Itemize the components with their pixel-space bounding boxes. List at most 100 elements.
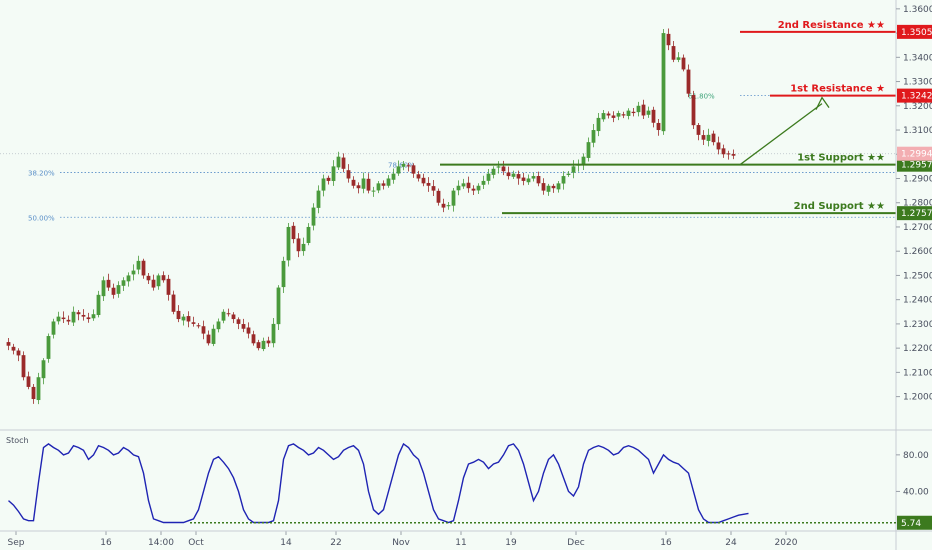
candle <box>521 172 526 186</box>
candle <box>596 112 601 137</box>
price-candles <box>6 28 736 405</box>
fib-level-label: 61.80% <box>688 93 715 101</box>
candle <box>611 111 616 123</box>
candle <box>301 237 306 256</box>
stoch-title: Stoch <box>6 436 29 445</box>
support-label: 2nd Support ★★ <box>794 201 885 212</box>
candle <box>261 337 266 352</box>
candle <box>26 371 31 390</box>
resistance-price-tag-bg <box>897 88 932 103</box>
price-tick-label: 1.2200 <box>903 344 932 354</box>
time-tick-label: Dec <box>567 538 584 548</box>
candle <box>326 175 331 185</box>
candle <box>46 333 51 363</box>
candle <box>516 170 521 185</box>
candle <box>661 28 666 135</box>
candle <box>426 177 431 192</box>
price-tick-label: 1.2000 <box>903 393 932 403</box>
candle <box>6 338 11 351</box>
candle <box>641 99 646 119</box>
candle <box>711 130 716 146</box>
candle <box>266 336 271 347</box>
candle <box>601 110 606 122</box>
resistance-label: 2nd Resistance ★★ <box>778 20 885 31</box>
candle <box>171 290 176 315</box>
candle <box>396 160 401 176</box>
candle <box>341 153 346 173</box>
candle <box>11 343 16 355</box>
stoch-value-tag-bg <box>897 515 932 530</box>
candle <box>631 108 636 117</box>
price-tick-label: 1.2900 <box>903 174 932 184</box>
candle <box>686 64 691 98</box>
time-tick-label: 16 <box>660 538 672 548</box>
candle <box>526 174 531 185</box>
candle <box>311 203 316 231</box>
candle <box>366 173 371 194</box>
price-tick-label: 1.3300 <box>903 78 932 88</box>
candle <box>491 166 496 179</box>
candle <box>206 330 211 346</box>
candle <box>361 172 366 194</box>
candle <box>316 185 321 214</box>
projection-arrow-head <box>815 96 830 110</box>
candle <box>51 318 56 339</box>
time-tick-label: 2020 <box>775 538 798 548</box>
candle <box>291 222 296 244</box>
time-tick-label: 24 <box>725 538 737 548</box>
candle <box>716 136 721 155</box>
candle <box>581 153 586 170</box>
candle <box>91 309 96 321</box>
candle <box>271 318 276 348</box>
stoch-line <box>8 442 749 524</box>
stoch-value-tag: 5.74 <box>901 519 921 529</box>
candle <box>646 106 651 118</box>
candle <box>211 324 216 347</box>
candle <box>406 162 411 172</box>
candle <box>221 309 226 324</box>
candle <box>161 271 166 283</box>
candle <box>511 170 516 179</box>
candle <box>251 330 256 346</box>
candle <box>556 181 561 193</box>
candle <box>681 54 686 72</box>
candle <box>606 111 611 119</box>
fib-level-label: 50.00% <box>28 214 55 222</box>
candle <box>276 285 281 330</box>
candle <box>336 151 341 171</box>
candle <box>166 274 171 301</box>
candle <box>676 52 681 63</box>
candle <box>141 258 146 279</box>
candle <box>121 277 126 291</box>
candle <box>671 40 676 63</box>
candle <box>96 290 101 318</box>
fib-level-label: 78.60% <box>388 162 415 170</box>
candle <box>726 150 731 160</box>
price-tick-label: 1.2700 <box>903 223 932 233</box>
candle <box>476 183 481 195</box>
candle <box>331 160 336 186</box>
candle <box>86 312 91 323</box>
candle <box>566 170 571 177</box>
candle <box>551 183 556 193</box>
time-tick-label: 22 <box>330 538 341 548</box>
fib-level-label: 38.20% <box>28 169 55 177</box>
support-price-tag: 1.2957 <box>901 161 932 171</box>
candle <box>226 308 231 317</box>
candle <box>356 182 361 194</box>
time-tick-label: Oct <box>188 538 204 548</box>
candle <box>536 171 541 187</box>
candle <box>616 110 621 121</box>
candle <box>466 176 471 193</box>
candle <box>541 178 546 195</box>
candle <box>451 187 456 212</box>
time-tick-label: 16 <box>100 538 112 548</box>
candle <box>486 169 491 185</box>
price-tick-label: 1.3600 <box>903 5 932 15</box>
time-tick-label: 14:00 <box>148 538 174 548</box>
price-tick-label: 1.3200 <box>903 102 932 112</box>
candle <box>346 164 351 183</box>
candle <box>651 106 656 128</box>
